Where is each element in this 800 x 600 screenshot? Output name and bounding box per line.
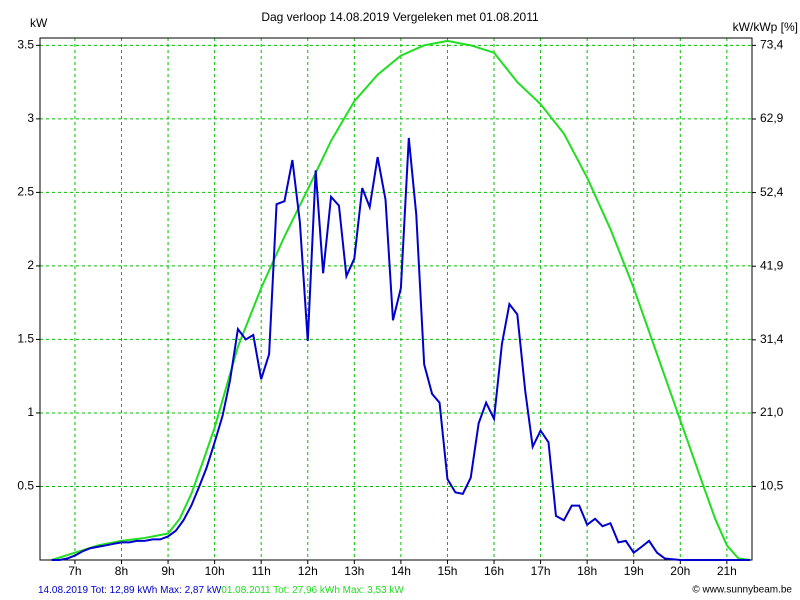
legend-summary: Tot: 12,89 kWh Max: 2,87 kW [88, 585, 222, 596]
y-tick-label: 2 [27, 258, 34, 272]
x-tick-label: 19h [624, 564, 644, 578]
y-axis-label: kW [30, 16, 48, 30]
x-tick-label: 16h [484, 564, 504, 578]
y2-tick-label: 21,0 [760, 405, 784, 419]
y-tick-label: 3.5 [17, 38, 34, 52]
x-tick-label: 15h [437, 564, 457, 578]
line-series [51, 137, 751, 561]
y2-tick-label: 52,4 [760, 185, 784, 199]
x-tick-label: 14h [391, 564, 411, 578]
legend-summary: Tot: 27,96 kWh Max: 3,53 kW [271, 585, 405, 596]
y-tick-label: 1 [27, 405, 34, 419]
x-tick-label: 12h [298, 564, 318, 578]
y2-tick-label: 31,4 [760, 332, 784, 346]
x-tick-label: 8h [115, 564, 128, 578]
x-tick-label: 9h [161, 564, 174, 578]
footer: 14.08.2019 Tot: 12,89 kWh Max: 2,87 kW01… [38, 585, 404, 596]
x-tick-label: 7h [68, 564, 81, 578]
y-tick-label: 1.5 [17, 332, 34, 346]
y2-axis-label: kW/kWp [%] [733, 20, 798, 34]
plot-border [39, 37, 753, 561]
y2-tick-label: 73,4 [760, 38, 784, 52]
legend-label: 01.08.2011 [221, 585, 271, 596]
x-tick-label: 11h [252, 564, 271, 578]
x-tick-label: 13h [344, 564, 364, 578]
legend-label: 14.08.2019 [38, 585, 88, 596]
y2-tick-label: 10,5 [760, 479, 784, 493]
x-tick-label: 17h [531, 564, 551, 578]
x-tick-label: 10h [205, 564, 225, 578]
chart-title: Dag verloop 14.08.2019 Vergeleken met 01… [261, 10, 539, 24]
y-tick-label: 2.5 [17, 185, 34, 199]
x-tick-label: 20h [670, 564, 690, 578]
y2-tick-label: 62,9 [760, 111, 784, 125]
x-tick-label: 18h [577, 564, 597, 578]
y-tick-label: 0.5 [17, 479, 34, 493]
x-tick-label: 21h [717, 564, 737, 578]
y2-tick-label: 41,9 [760, 258, 784, 272]
credit: © www.sunnybeam.be [692, 585, 792, 596]
y-tick-label: 3 [27, 111, 34, 125]
line-series [51, 39, 751, 561]
